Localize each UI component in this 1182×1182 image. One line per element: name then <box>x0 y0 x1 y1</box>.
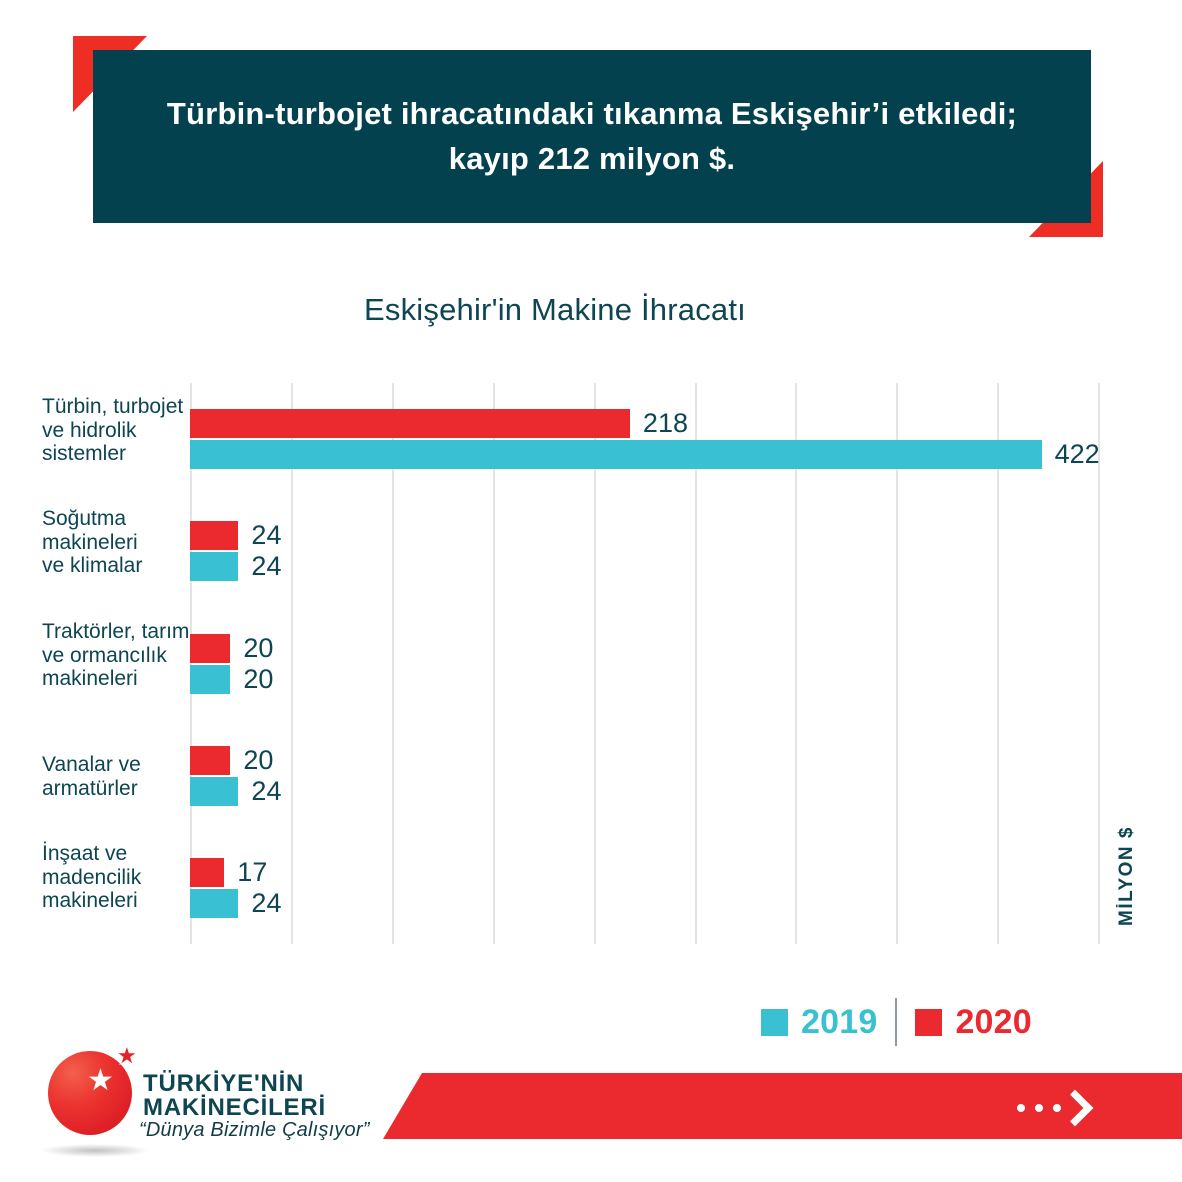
gridline <box>1098 383 1101 944</box>
star-icon: ★ <box>87 1063 114 1098</box>
category-label: Traktörler, tarım ve ormancılık makinele… <box>42 620 190 690</box>
footer-band <box>383 1073 1182 1139</box>
chart-title: Eskişehir'in Makine İhracatı <box>364 292 746 327</box>
headline-banner: Türbin-turbojet ihracatındaki tıkanma Es… <box>93 50 1091 223</box>
category-label: İnşaat ve madencilik makineleri <box>42 842 142 912</box>
bar-value-label: 17 <box>237 857 268 887</box>
bar-value-label: 24 <box>251 551 282 581</box>
bar-2019 <box>190 777 239 806</box>
category-label: Vanalar ve armatürler <box>42 753 141 800</box>
bar-2019 <box>190 665 231 694</box>
bar-value-label: 24 <box>251 520 282 550</box>
gridline <box>492 383 495 944</box>
headline-line-1: Türbin-turbojet ihracatındaki tıkanma Es… <box>166 96 1018 132</box>
star-rim-icon: ★ <box>113 1038 140 1073</box>
logo-shadow <box>40 1144 150 1157</box>
plot-area: 218 422 24 24 20 20 20 24 17 24 <box>190 383 1102 944</box>
bar-value-label: 20 <box>243 633 274 663</box>
chevron-right-icon <box>1056 1089 1094 1127</box>
bar-2020 <box>190 409 630 438</box>
brand-logo-circle <box>48 1051 132 1135</box>
bar-value-label: 20 <box>243 745 274 775</box>
next-arrow-button[interactable] <box>1014 1086 1100 1130</box>
bar-value-label: 20 <box>243 664 274 694</box>
gridline <box>997 383 1000 944</box>
gridline <box>391 383 394 944</box>
bar-2019 <box>190 889 239 918</box>
brand-tagline: “Dünya Bizimle Çalışıyor” <box>139 1119 370 1141</box>
brand-name-line-1: TÜRKİYE'NİN <box>143 1070 305 1097</box>
value-axis-unit-label: MİLYON $ <box>1116 826 1137 926</box>
ellipsis-dot-icon <box>1017 1104 1025 1112</box>
legend-swatch <box>761 1008 788 1036</box>
ellipsis-dot-icon <box>1053 1104 1061 1112</box>
ellipsis-dot-icon <box>1035 1104 1043 1112</box>
gridline <box>896 383 899 944</box>
gridline <box>290 383 293 944</box>
headline-line-2: kayıp 212 milyon $. <box>448 140 736 176</box>
gridline <box>795 383 798 944</box>
star-icon: ★ <box>117 1044 137 1069</box>
bar-2020 <box>190 634 231 663</box>
category-label: Türbin, turbojet ve hidrolik sistemler <box>42 395 184 465</box>
bar-value-label: 218 <box>642 408 688 438</box>
gridline <box>694 383 697 944</box>
bar-2019 <box>190 552 239 581</box>
gridline <box>593 383 596 944</box>
legend-divider <box>895 998 898 1046</box>
bar-2019 <box>190 440 1042 469</box>
bar-value-label: 422 <box>1054 439 1100 469</box>
gridline <box>190 383 192 944</box>
bar-2020 <box>190 521 239 550</box>
bar-value-label: 24 <box>251 888 282 918</box>
brand-name-line-2: MAKİNECİLERİ <box>143 1094 326 1121</box>
bar-value-label: 24 <box>251 776 282 806</box>
legend-label: 2020 <box>955 1002 1032 1041</box>
legend-label: 2019 <box>801 1002 878 1041</box>
chart-legend: 2019 2020 <box>761 996 1046 1048</box>
bar-2020 <box>190 746 231 775</box>
legend-swatch <box>915 1008 943 1036</box>
bar-2020 <box>190 858 225 887</box>
category-label: Soğutma makineleri ve klimalar <box>42 507 143 577</box>
